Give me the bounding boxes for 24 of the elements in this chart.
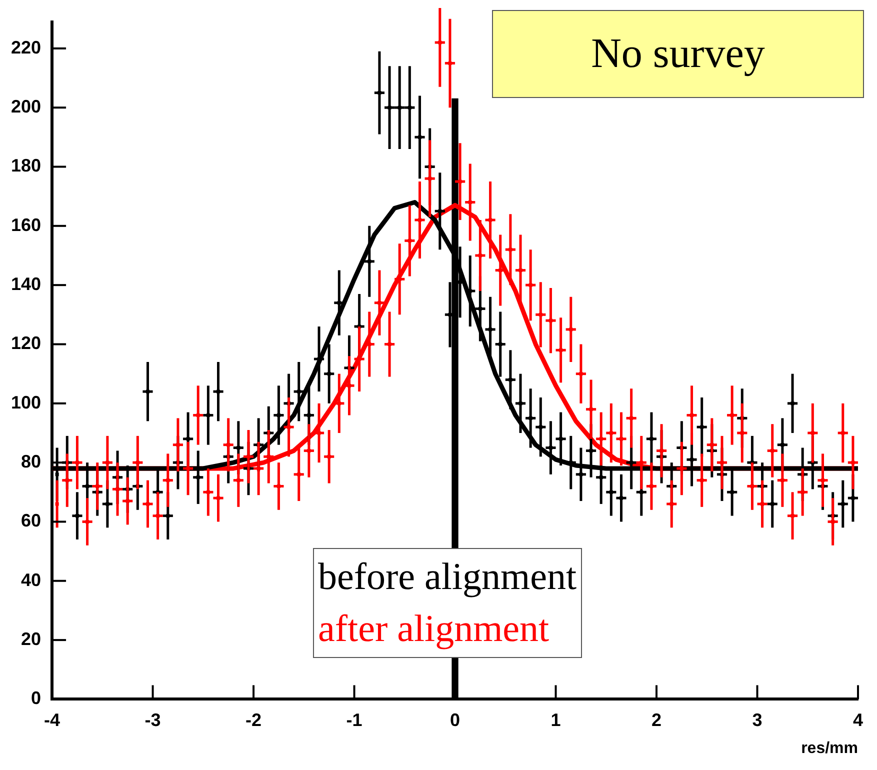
x-tick-label: 3 bbox=[752, 710, 762, 730]
y-tick-label: 220 bbox=[10, 37, 42, 58]
x-tick-label: -3 bbox=[144, 710, 161, 730]
x-tick-label: -1 bbox=[346, 710, 362, 730]
x-tick-label: 2 bbox=[652, 710, 662, 730]
text: after alignment bbox=[318, 607, 550, 652]
y-tick-label: 200 bbox=[10, 96, 42, 117]
y-tick-label: 60 bbox=[21, 510, 42, 531]
x-axis-title: res/mm bbox=[801, 740, 858, 757]
x-tick-label: -2 bbox=[246, 710, 262, 730]
y-tick-label: 120 bbox=[10, 333, 42, 354]
y-tick-label: 40 bbox=[21, 570, 42, 590]
y-tick-label: 0 bbox=[31, 688, 42, 708]
y-tick-label: 100 bbox=[10, 392, 42, 412]
x-tick-label: 0 bbox=[450, 710, 460, 730]
x-tick-label: 1 bbox=[550, 710, 561, 730]
x-tick-label: 4 bbox=[852, 710, 864, 730]
y-tick-label: 20 bbox=[21, 629, 42, 650]
series-label: before alignment bbox=[318, 555, 577, 600]
x-tick-label: -4 bbox=[44, 710, 60, 730]
y-tick-label: 160 bbox=[10, 214, 42, 235]
y-tick-label: 80 bbox=[21, 452, 42, 472]
y-tick-label: 180 bbox=[10, 156, 42, 176]
y-tick-label: 140 bbox=[10, 274, 42, 294]
